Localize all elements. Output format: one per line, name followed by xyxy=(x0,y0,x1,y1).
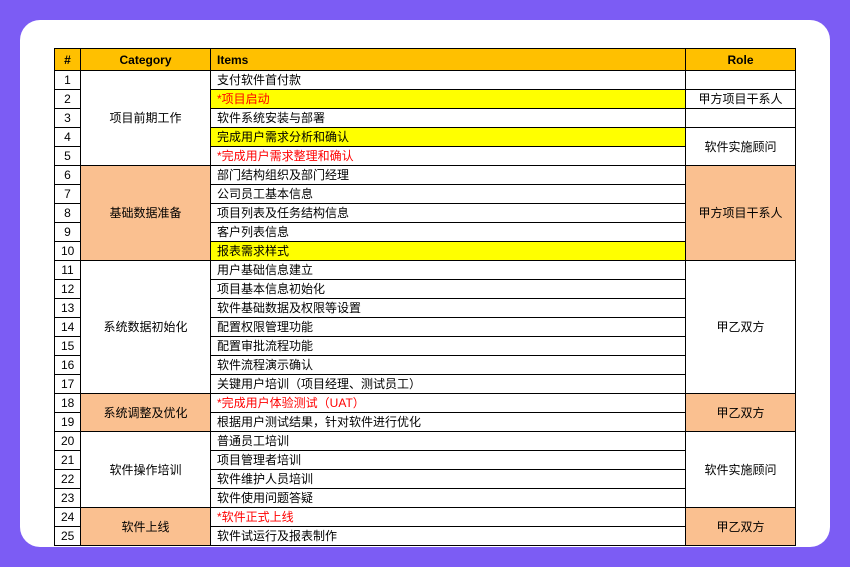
row-number: 2 xyxy=(55,90,81,109)
row-number: 13 xyxy=(55,299,81,318)
row-number: 20 xyxy=(55,432,81,451)
category-cell: 系统调整及优化 xyxy=(81,394,211,432)
card: # Category Items Role 1项目前期工作支付软件首付款2*项目… xyxy=(20,20,830,547)
item-cell: 用户基础信息建立 xyxy=(211,261,686,280)
item-cell: 软件系统安装与部署 xyxy=(211,109,686,128)
row-number: 5 xyxy=(55,147,81,166)
item-cell: 配置审批流程功能 xyxy=(211,337,686,356)
row-number: 18 xyxy=(55,394,81,413)
row-number: 15 xyxy=(55,337,81,356)
role-cell xyxy=(686,109,796,128)
category-cell: 软件上线 xyxy=(81,508,211,546)
item-cell: 软件试运行及报表制作 xyxy=(211,527,686,546)
category-cell: 基础数据准备 xyxy=(81,166,211,261)
item-cell: 根据用户测试结果，针对软件进行优化 xyxy=(211,413,686,432)
category-cell: 项目前期工作 xyxy=(81,71,211,166)
item-cell: 软件基础数据及权限等设置 xyxy=(211,299,686,318)
item-cell: 项目列表及任务结构信息 xyxy=(211,204,686,223)
item-cell: 软件维护人员培训 xyxy=(211,470,686,489)
row-number: 22 xyxy=(55,470,81,489)
item-cell: 项目管理者培训 xyxy=(211,451,686,470)
item-cell: 软件流程演示确认 xyxy=(211,356,686,375)
row-number: 19 xyxy=(55,413,81,432)
row-number: 6 xyxy=(55,166,81,185)
item-cell: 报表需求样式 xyxy=(211,242,686,261)
item-cell: *项目启动 xyxy=(211,90,686,109)
row-number: 9 xyxy=(55,223,81,242)
item-cell: 软件使用问题答疑 xyxy=(211,489,686,508)
category-cell: 软件操作培训 xyxy=(81,432,211,508)
row-number: 17 xyxy=(55,375,81,394)
item-cell: *软件正式上线 xyxy=(211,508,686,527)
row-number: 10 xyxy=(55,242,81,261)
row-number: 4 xyxy=(55,128,81,147)
row-number: 8 xyxy=(55,204,81,223)
item-cell: 配置权限管理功能 xyxy=(211,318,686,337)
role-cell: 甲方项目干系人 xyxy=(686,166,796,261)
row-number: 11 xyxy=(55,261,81,280)
item-cell: 完成用户需求分析和确认 xyxy=(211,128,686,147)
row-number: 3 xyxy=(55,109,81,128)
role-cell xyxy=(686,71,796,90)
role-cell: 甲方项目干系人 xyxy=(686,90,796,109)
item-cell: 部门结构组织及部门经理 xyxy=(211,166,686,185)
role-cell: 软件实施顾问 xyxy=(686,432,796,508)
item-cell: 普通员工培训 xyxy=(211,432,686,451)
row-number: 23 xyxy=(55,489,81,508)
table-row: 6基础数据准备部门结构组织及部门经理甲方项目干系人 xyxy=(55,166,796,185)
role-cell: 软件实施顾问 xyxy=(686,128,796,166)
item-cell: 项目基本信息初始化 xyxy=(211,280,686,299)
row-number: 25 xyxy=(55,527,81,546)
table-row: 1项目前期工作支付软件首付款 xyxy=(55,71,796,90)
row-number: 14 xyxy=(55,318,81,337)
item-cell: 关键用户培训（项目经理、测试员工） xyxy=(211,375,686,394)
header-row: # Category Items Role xyxy=(55,49,796,71)
item-cell: *完成用户需求整理和确认 xyxy=(211,147,686,166)
row-number: 21 xyxy=(55,451,81,470)
role-cell: 甲乙双方 xyxy=(686,261,796,394)
role-cell: 甲乙双方 xyxy=(686,508,796,546)
row-number: 12 xyxy=(55,280,81,299)
category-cell: 系统数据初始化 xyxy=(81,261,211,394)
item-cell: 客户列表信息 xyxy=(211,223,686,242)
role-cell: 甲乙双方 xyxy=(686,394,796,432)
header-items: Items xyxy=(211,49,686,71)
table-row: 24软件上线*软件正式上线甲乙双方 xyxy=(55,508,796,527)
row-number: 7 xyxy=(55,185,81,204)
item-cell: *完成用户体验测试（UAT） xyxy=(211,394,686,413)
header-num: # xyxy=(55,49,81,71)
table-row: 11系统数据初始化用户基础信息建立甲乙双方 xyxy=(55,261,796,280)
implementation-table: # Category Items Role 1项目前期工作支付软件首付款2*项目… xyxy=(54,48,796,546)
row-number: 16 xyxy=(55,356,81,375)
row-number: 24 xyxy=(55,508,81,527)
item-cell: 支付软件首付款 xyxy=(211,71,686,90)
table-row: 20软件操作培训普通员工培训软件实施顾问 xyxy=(55,432,796,451)
item-cell: 公司员工基本信息 xyxy=(211,185,686,204)
header-role: Role xyxy=(686,49,796,71)
row-number: 1 xyxy=(55,71,81,90)
header-category: Category xyxy=(81,49,211,71)
table-row: 18系统调整及优化*完成用户体验测试（UAT）甲乙双方 xyxy=(55,394,796,413)
